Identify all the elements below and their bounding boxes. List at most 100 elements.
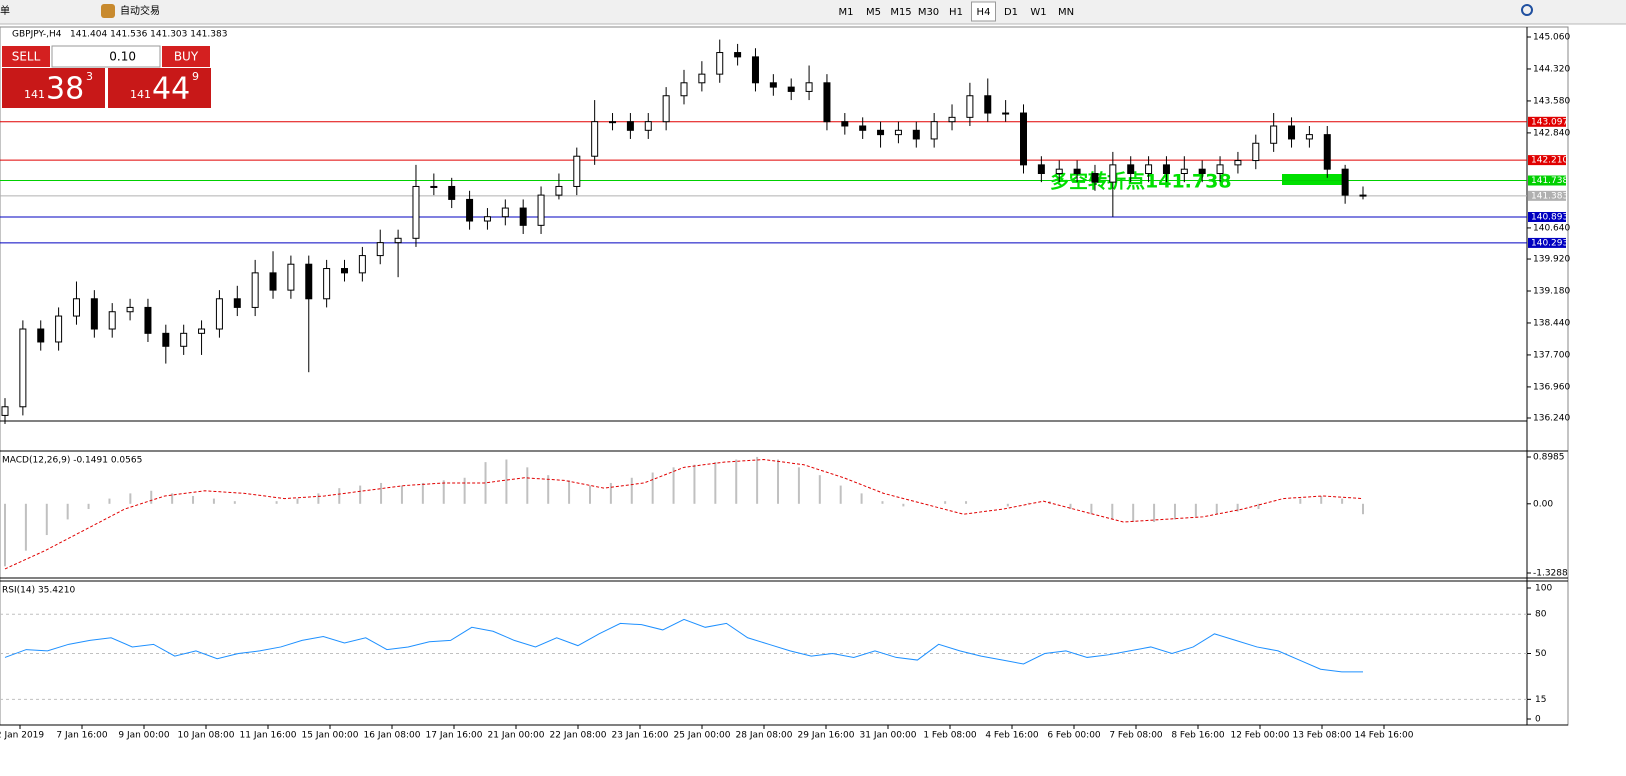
timeframe-button[interactable]: M15 <box>890 7 911 18</box>
lot-input[interactable] <box>51 45 161 68</box>
candle-body <box>483 216 491 222</box>
candle-body <box>948 116 956 123</box>
candle-body <box>1323 134 1331 170</box>
x-tick-label: 11 Jan 16:00 <box>240 731 297 741</box>
price-label-box <box>1528 175 1566 186</box>
candle-body <box>1252 142 1260 162</box>
candle-body <box>466 198 474 222</box>
timeframe-button[interactable]: D1 <box>1004 7 1018 18</box>
price-label: 140.293 <box>1531 238 1568 248</box>
buy-price-box[interactable] <box>108 68 211 108</box>
candle-body <box>573 155 581 187</box>
macd-label: MACD(12,26,9) -0.1491 0.0565 <box>2 456 142 466</box>
candle-body <box>769 82 777 88</box>
candle-body <box>1020 112 1027 166</box>
search-icon[interactable] <box>1521 4 1533 16</box>
candle-body <box>1091 173 1099 183</box>
buy-label: BUY <box>174 50 199 64</box>
candle-body <box>287 263 295 291</box>
candle-body <box>90 298 98 330</box>
y-tick-label: 143.580 <box>1533 96 1570 106</box>
x-tick-label: 13 Feb 08:00 <box>1292 731 1351 741</box>
sell-button[interactable] <box>2 46 50 67</box>
y-tick-label: 50 <box>1535 649 1547 659</box>
x-tick-label: 15 Jan 00:00 <box>302 731 359 741</box>
candle-body <box>537 194 545 226</box>
timeframe-button[interactable]: H4 <box>977 7 991 18</box>
price-label-box <box>1528 237 1566 248</box>
auto-trade-icon[interactable] <box>101 4 115 18</box>
active-timeframe <box>971 1 996 22</box>
price-label-box <box>1528 155 1566 166</box>
candle-body <box>966 95 974 118</box>
candle-body <box>215 298 223 330</box>
price-label: 143.097 <box>1531 117 1568 127</box>
candle-body <box>394 237 402 244</box>
x-tick-label: 8 Feb 16:00 <box>1171 731 1225 741</box>
timeframe-button[interactable]: M30 <box>918 7 939 18</box>
candle-body <box>376 242 384 257</box>
price-label: 140.893 <box>1531 213 1568 223</box>
candle-body <box>358 255 366 274</box>
candle-body <box>1305 134 1313 140</box>
timeframe-button[interactable]: MN <box>1058 7 1074 18</box>
candle-body <box>805 82 813 92</box>
candle-body <box>626 121 634 131</box>
candle-body <box>1180 168 1188 175</box>
candle-body <box>716 52 724 75</box>
buy-button[interactable] <box>162 46 210 67</box>
candle-body <box>55 315 63 343</box>
candle-body <box>1216 164 1224 175</box>
y-tick-label: 139.180 <box>1533 287 1570 297</box>
candle-body <box>126 306 134 313</box>
candle-body <box>108 311 116 330</box>
candle-body <box>162 332 170 347</box>
chart-ohlc: 141.404 141.536 141.303 141.383 <box>70 30 227 40</box>
candle-body <box>233 298 241 308</box>
chart-symbol: GBPJPY-,H4 <box>12 30 62 40</box>
candle-body <box>555 185 563 196</box>
y-tick-label: 140.640 <box>1533 223 1570 233</box>
y-tick-label: 145.060 <box>1533 33 1570 43</box>
candle-body <box>323 268 331 300</box>
trade-panel: SELL 0.10 BUY 141 38 3 141 44 9 <box>2 45 211 108</box>
timeframe-button[interactable]: H1 <box>949 7 963 18</box>
timeframe-button[interactable]: M5 <box>866 7 881 18</box>
candle-body <box>1145 164 1153 175</box>
candle-body <box>984 95 992 114</box>
candle-body <box>609 121 617 124</box>
x-tick-label: 6 Feb 00:00 <box>1047 731 1101 741</box>
candle-body <box>19 328 27 408</box>
y-tick-label: 137.700 <box>1533 350 1570 360</box>
candle-body <box>787 86 795 92</box>
candle-body <box>680 82 688 97</box>
price-label: 141.383 <box>1531 191 1568 201</box>
candle-body <box>912 129 920 140</box>
candle-body <box>448 185 456 200</box>
candle-body <box>305 263 313 300</box>
timeframe-button[interactable]: M1 <box>839 7 854 18</box>
x-tick-label: 25 Jan 00:00 <box>674 731 731 741</box>
x-tick-label: 16 Jan 08:00 <box>364 731 421 741</box>
candle-body <box>412 185 420 239</box>
y-tick-label: -1.3288 <box>1533 569 1568 579</box>
y-tick-label: 80 <box>1535 610 1547 620</box>
candle-body <box>430 185 438 188</box>
candle-body <box>698 73 706 84</box>
x-tick-label: 4 Feb 16:00 <box>985 731 1039 741</box>
y-tick-label: 0 <box>1535 715 1541 725</box>
sell-price-box[interactable] <box>2 68 105 108</box>
candle-body <box>591 121 599 157</box>
x-tick-label: 2 Jan 2019 <box>0 731 44 741</box>
candle-body <box>1127 164 1135 175</box>
y-tick-label: 0.00 <box>1533 499 1553 509</box>
x-tick-label: 28 Jan 08:00 <box>736 731 793 741</box>
candle-body <box>841 121 849 127</box>
x-tick-label: 31 Jan 00:00 <box>860 731 917 741</box>
candle-body <box>1341 168 1349 196</box>
auto-trade[interactable]: 自动交易 <box>120 4 160 17</box>
macd-signal <box>4 459 1364 570</box>
timeframe-button[interactable]: W1 <box>1030 7 1046 18</box>
candle-body <box>501 207 509 218</box>
